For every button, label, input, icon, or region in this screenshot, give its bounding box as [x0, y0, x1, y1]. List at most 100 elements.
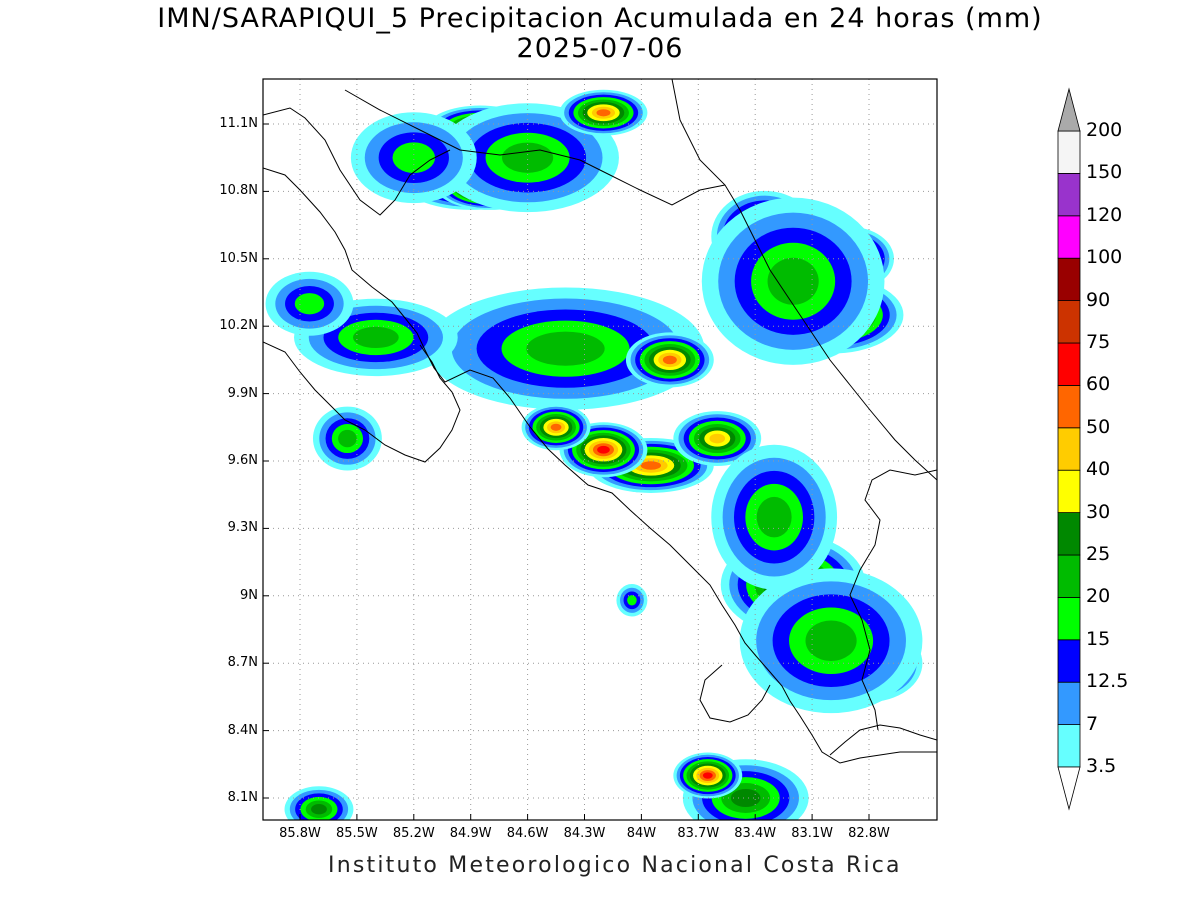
coastlines [263, 79, 937, 764]
colorbar-segment [1057, 384, 1081, 429]
colorbar-segment [1057, 597, 1081, 641]
colorbar-label: 40 [1086, 458, 1111, 481]
plot-area [263, 79, 937, 820]
lat-label: 10.8N [219, 183, 258, 199]
colorbar-label: 120 [1086, 203, 1123, 226]
lat-label: 9N [240, 587, 258, 603]
osa-peninsula-coast [699, 664, 771, 723]
colorbar-max-arrow [1057, 87, 1081, 132]
axis-ticks [263, 123, 870, 820]
precip-contour [502, 142, 554, 173]
colorbar-segment [1057, 554, 1081, 598]
colorbar-segment [1057, 639, 1081, 683]
colorbar-segment [1057, 215, 1081, 259]
precip-contour [730, 788, 761, 808]
lake-nicaragua-shore [263, 107, 451, 216]
colorbar-label: 100 [1086, 246, 1123, 269]
precip-contour [627, 595, 637, 606]
lat-label: 8.4N [227, 722, 258, 738]
precip-contour [392, 142, 436, 174]
colorbar-segment [1057, 130, 1081, 174]
precip-contour [352, 326, 399, 349]
colorbar-label: 90 [1086, 288, 1111, 311]
colorbar-label: 30 [1086, 500, 1111, 523]
precip-contour [805, 620, 857, 661]
lon-label: 85.8W [279, 826, 321, 841]
lat-label: 11.1N [219, 116, 258, 131]
colorbar-label: 3.5 [1086, 755, 1117, 777]
lon-label: 84.9W [449, 826, 492, 841]
colorbar-segment [1057, 681, 1081, 726]
precip-contour [311, 804, 327, 815]
colorbar-segment [1057, 427, 1081, 471]
precip-cell [350, 112, 477, 204]
colorbar-segment [1057, 300, 1081, 344]
colorbar-min-arrow [1057, 766, 1081, 811]
precip-cell [739, 568, 923, 714]
lon-label: 83.7W [677, 826, 720, 841]
colorbar-segment [1057, 512, 1081, 556]
precip-cell [625, 332, 714, 388]
colorbar-label: 150 [1086, 161, 1123, 184]
burica-point-coast [829, 724, 937, 756]
precip-contour [767, 257, 819, 305]
precip-cell [521, 404, 591, 451]
lat-label: 9.9N [227, 385, 258, 401]
precip-contour [640, 461, 662, 470]
lat-label: 8.7N [227, 655, 258, 671]
precip-contour [294, 293, 325, 315]
nicaragua-border [344, 89, 726, 206]
lon-label: 85.2W [392, 826, 435, 841]
precip-contour [526, 331, 605, 366]
colorbar-label: 15 [1086, 627, 1111, 650]
colorbar-segment [1057, 724, 1081, 768]
precip-cell [265, 271, 354, 336]
precip-contour [338, 429, 357, 448]
precip-cell [559, 89, 648, 136]
lon-label: 82.8W [848, 826, 890, 841]
precip-cell [673, 752, 743, 799]
precip-contour [597, 445, 610, 454]
colorbar-label: 75 [1086, 331, 1111, 353]
colorbar-segment [1057, 469, 1081, 514]
precip-contour [662, 355, 677, 365]
precip-contour [709, 433, 726, 444]
lon-label: 84.6W [506, 826, 549, 841]
pacific-coastline [263, 167, 937, 764]
lat-label: 10.5N [219, 250, 258, 266]
colorbar-label: 12.5 [1086, 670, 1129, 693]
colorbar-segment [1057, 172, 1081, 217]
precip-contour [550, 423, 562, 431]
lat-label: 9.3N [227, 520, 258, 536]
lon-label: 84.3W [563, 826, 606, 841]
lon-label: 83.4W [734, 826, 777, 841]
plot-frame [262, 78, 938, 821]
lon-label: 85.5W [335, 826, 378, 841]
map-title: IMN/SARAPIQUI_5 Precipitacion Acumulada … [157, 3, 1043, 34]
footer-credit: Instituto Meteorologico Nacional Costa R… [328, 853, 902, 878]
panama-border [849, 469, 937, 731]
colorbar-label: 200 [1086, 119, 1123, 141]
colorbar-label: 60 [1086, 373, 1111, 396]
gulf-of-nicoya-coast [263, 341, 461, 463]
precip-cell [701, 197, 885, 365]
lat-label: 8.1N [227, 790, 258, 805]
colorbar [1057, 87, 1081, 811]
lat-label: 9.6N [227, 453, 258, 468]
precip-contour [596, 109, 611, 117]
lon-label: 84W [626, 826, 657, 841]
colorbar-segment [1057, 342, 1081, 386]
precipitation-layer [265, 89, 923, 820]
map-date: 2025-07-06 [516, 33, 684, 64]
precip-cell [616, 584, 648, 617]
precip-contour [702, 772, 713, 779]
colorbar-label: 50 [1086, 415, 1111, 438]
lon-label: 83.1W [791, 826, 833, 841]
lat-label: 10.2N [219, 318, 258, 334]
precip-contour [756, 496, 792, 538]
precip-cell [312, 406, 382, 471]
precip-cell [711, 444, 838, 590]
precip-cell [284, 786, 354, 820]
gridlines [263, 79, 937, 820]
